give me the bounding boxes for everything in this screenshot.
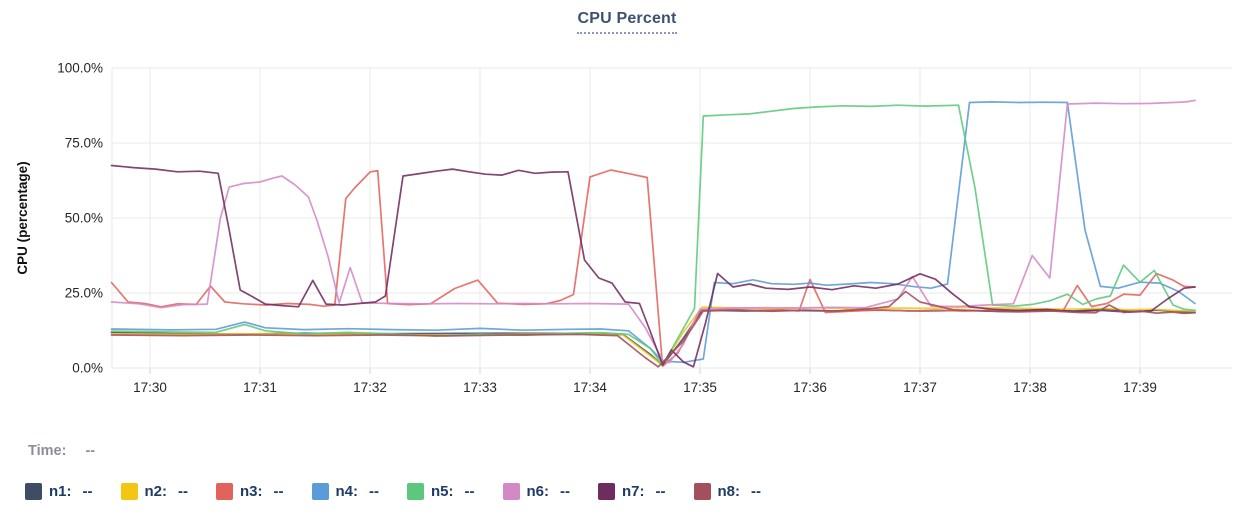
x-tick-label: 17:33 [463, 380, 497, 395]
x-tick-label: 17:34 [573, 380, 607, 395]
x-tick-label: 17:35 [683, 380, 717, 395]
legend-label-n6: n6: [526, 483, 550, 500]
x-tick-label: 17:36 [793, 380, 827, 395]
tooltip-time-value: -- [85, 443, 96, 459]
chart-header: CPU Percent [0, 10, 1254, 34]
legend-label-n4: n4: [335, 483, 359, 500]
x-tick-label: 17:32 [353, 380, 387, 395]
series-line-n3[interactable] [110, 169, 1196, 368]
legend-swatch-n1 [25, 483, 42, 500]
y-tick-label: 75.0% [65, 136, 103, 151]
legend-value-n1: -- [82, 483, 93, 500]
series-line-n6[interactable] [110, 99, 1196, 364]
legend-item-n3[interactable]: n3: -- [216, 483, 284, 500]
chart-title[interactable]: CPU Percent [577, 10, 677, 34]
legend-swatch-n7 [598, 483, 615, 500]
legend-item-n2[interactable]: n2: -- [120, 483, 188, 500]
legend-label-n7: n7: [622, 483, 645, 500]
legend-value-n8: -- [751, 483, 761, 500]
legend-label-n5: n5: [431, 483, 454, 500]
legend-swatch-n8 [693, 483, 711, 500]
y-tick-label: 25.0% [65, 286, 103, 301]
legend-swatch-n5 [407, 483, 424, 500]
tooltip-time-row: Time: -- [28, 443, 95, 459]
legend-item-n1[interactable]: n1: -- [25, 483, 93, 500]
legend-label-n8: n8: [717, 483, 741, 500]
legend: n1: -- n2: -- n3: -- n4: -- n5: -- n6: -- n7: -- n8: -- [25, 483, 789, 500]
x-tick-label: 17:31 [243, 380, 277, 395]
series-line-n5[interactable] [110, 104, 1196, 367]
legend-value-n5: -- [464, 483, 475, 500]
legend-swatch-n6 [502, 483, 520, 500]
series-line-n8[interactable] [110, 290, 1196, 368]
legend-item-n6[interactable]: n6: -- [502, 483, 570, 500]
y-tick-label: 0.0% [72, 361, 103, 376]
series-line-n7[interactable] [110, 164, 1196, 368]
x-tick-label: 17:30 [133, 380, 167, 395]
tooltip-time-label: Time: [28, 443, 67, 459]
legend-item-n8[interactable]: n8: -- [693, 483, 761, 500]
legend-label-n2: n2: [144, 483, 168, 500]
legend-value-n7: -- [655, 483, 666, 500]
x-tick-label: 17:37 [903, 380, 937, 395]
y-axis-title: CPU (percentage) [15, 161, 30, 274]
x-tick-label: 17:38 [1013, 380, 1047, 395]
series-line-n4[interactable] [110, 101, 1196, 364]
legend-value-n6: -- [560, 483, 570, 500]
y-tick-label: 50.0% [65, 211, 103, 226]
legend-item-n4[interactable]: n4: -- [311, 483, 379, 500]
legend-value-n2: -- [178, 483, 188, 500]
legend-value-n3: -- [273, 483, 284, 500]
legend-swatch-n3 [216, 483, 233, 500]
legend-item-n5[interactable]: n5: -- [407, 483, 475, 500]
legend-swatch-n4 [311, 483, 329, 500]
legend-value-n4: -- [369, 483, 379, 500]
legend-label-n3: n3: [240, 483, 263, 500]
legend-item-n7[interactable]: n7: -- [598, 483, 666, 500]
y-tick-label: 100.0% [57, 61, 103, 76]
legend-swatch-n2 [120, 483, 138, 500]
legend-label-n1: n1: [49, 483, 72, 500]
x-tick-label: 17:39 [1123, 380, 1157, 395]
cpu-percent-line-chart[interactable]: 100.0% 75.0% 50.0% 25.0% 0.0% 17:30 17:31 17:32… [0, 0, 1254, 425]
